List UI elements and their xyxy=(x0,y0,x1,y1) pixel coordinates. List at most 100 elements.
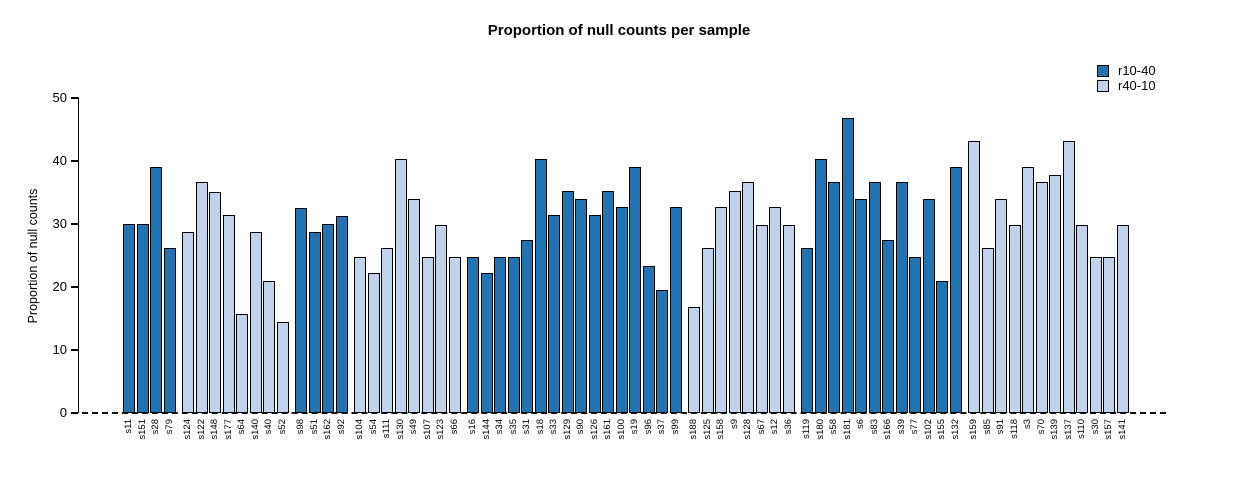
bar-s140 xyxy=(249,232,262,413)
x-tick-label: s139 xyxy=(1049,419,1060,440)
x-tick-label: s123 xyxy=(435,419,446,440)
x-tick-label: s161 xyxy=(602,419,613,440)
x-tick-label: s118 xyxy=(1008,419,1020,439)
x-tick-label: s177 xyxy=(222,419,234,440)
y-tick xyxy=(71,412,78,414)
bar-s70 xyxy=(1035,182,1048,413)
x-tick-label: s99 xyxy=(669,419,681,435)
x-tick-label: s36 xyxy=(782,419,794,435)
x-tick-label: s166 xyxy=(882,419,893,440)
y-tick xyxy=(71,349,78,351)
x-tick-label: s79 xyxy=(163,419,175,435)
bar-s35 xyxy=(507,257,520,413)
bar-s31 xyxy=(521,240,533,413)
x-tick-label: s31 xyxy=(521,419,532,435)
bar-s123 xyxy=(435,224,447,413)
bar-s129 xyxy=(561,191,574,413)
chart-title: Proportion of null counts per sample xyxy=(487,22,751,39)
x-tick-label: s33 xyxy=(548,419,559,435)
x-tick-label: s144 xyxy=(480,419,492,440)
y-tick xyxy=(71,160,78,162)
x-tick-label: s125 xyxy=(701,419,713,440)
bar-s118 xyxy=(1008,224,1021,413)
y-tick-label: 30 xyxy=(52,216,67,231)
x-tick-label: s155 xyxy=(936,419,947,440)
x-tick-label: s148 xyxy=(209,419,220,440)
y-tick-label: 0 xyxy=(59,405,67,420)
x-tick-label: s52 xyxy=(276,419,288,435)
x-tick-label: s132 xyxy=(949,419,961,440)
x-tick-label: s83 xyxy=(868,419,880,435)
legend-item: r10-40 xyxy=(1097,63,1156,78)
x-tick-label: s122 xyxy=(195,419,207,440)
x-tick-label: s188 xyxy=(688,419,699,440)
bar-s126 xyxy=(588,215,601,413)
bar-s52 xyxy=(276,322,289,413)
bar-s64 xyxy=(236,314,248,413)
bar-s180 xyxy=(814,159,827,413)
y-tick-label: 10 xyxy=(52,342,67,357)
legend-label: r10-40 xyxy=(1118,63,1156,78)
y-axis-label: Proportion of null counts xyxy=(26,188,40,324)
bar-s19 xyxy=(629,166,641,413)
bar-s119 xyxy=(801,247,813,413)
bar-s110 xyxy=(1076,224,1088,413)
bar-s91 xyxy=(995,198,1007,413)
bar-s58 xyxy=(828,182,840,413)
bar-s162 xyxy=(322,224,334,413)
bar-s16 xyxy=(467,257,479,413)
x-tick-label: s159 xyxy=(968,419,979,440)
x-tick-label: s66 xyxy=(448,419,460,435)
bar-s92 xyxy=(335,215,348,413)
bar-s66 xyxy=(448,257,461,413)
bar-s40 xyxy=(263,281,275,413)
x-tick-label: s37 xyxy=(656,419,667,435)
x-tick-label: s54 xyxy=(367,419,379,435)
x-tick-label: s85 xyxy=(981,419,993,435)
x-tick-label: s126 xyxy=(588,419,600,440)
bar-s158 xyxy=(715,206,727,413)
bar-s141 xyxy=(1116,224,1129,413)
bar-s9 xyxy=(728,191,741,413)
x-tick-label: s58 xyxy=(828,419,839,435)
bar-s181 xyxy=(841,117,854,413)
x-tick-label: s128 xyxy=(742,419,753,440)
bar-s36 xyxy=(782,224,795,413)
bar-s159 xyxy=(968,141,980,413)
bar-s128 xyxy=(742,182,754,413)
bar-s104 xyxy=(354,257,366,413)
bar-s79 xyxy=(163,247,176,413)
bar-s12 xyxy=(769,206,781,413)
bar-s51 xyxy=(308,232,321,413)
y-axis-line xyxy=(78,97,80,413)
y-tick xyxy=(71,286,78,288)
x-tick-label: s77 xyxy=(909,419,920,435)
x-tick-label: s35 xyxy=(507,419,519,435)
bar-s148 xyxy=(209,191,221,413)
legend-swatch-icon xyxy=(1097,79,1109,92)
x-tick-label: s129 xyxy=(561,419,573,440)
x-tick-label: s40 xyxy=(263,419,274,435)
x-tick-label: s64 xyxy=(236,419,247,435)
x-tick-label: s111 xyxy=(381,419,392,439)
bar-s157 xyxy=(1103,257,1115,413)
bar-s33 xyxy=(548,215,560,413)
bar-s49 xyxy=(408,198,420,413)
bar-s83 xyxy=(868,182,881,413)
y-tick xyxy=(71,223,78,225)
bar-s137 xyxy=(1062,141,1075,413)
x-tick-label: s34 xyxy=(494,419,505,435)
legend-label: r40-10 xyxy=(1118,78,1156,93)
bar-s125 xyxy=(701,247,714,413)
bar-s6 xyxy=(855,198,867,413)
bar-s166 xyxy=(882,240,894,413)
bar-s54 xyxy=(367,273,380,413)
x-tick-label: s107 xyxy=(421,419,433,440)
bar-s151 xyxy=(136,224,149,413)
x-tick-label: s11 xyxy=(123,419,134,434)
bar-s90 xyxy=(575,198,587,413)
x-tick-label: s3 xyxy=(1022,419,1033,430)
x-tick-label: s141 xyxy=(1116,419,1128,440)
bar-s67 xyxy=(755,224,768,413)
